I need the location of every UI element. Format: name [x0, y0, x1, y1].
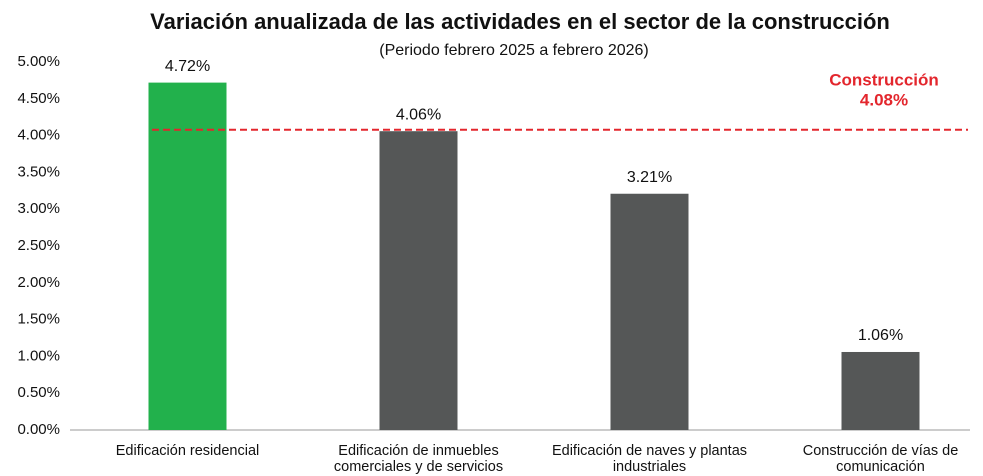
y-tick-label: 0.00% — [17, 421, 60, 438]
value-label: 4.72% — [165, 58, 210, 75]
x-tick-label: Edificación de inmuebles comerciales y d… — [333, 443, 504, 475]
reference-name: Construcción — [829, 70, 939, 89]
bar — [379, 131, 458, 430]
y-tick-label: 3.50% — [17, 163, 60, 180]
y-tick-label: 2.50% — [17, 237, 60, 254]
y-tick-label: 1.50% — [17, 311, 60, 328]
y-tick-label: 1.00% — [17, 347, 60, 364]
x-tick-label: Edificación de naves y plantas industria… — [551, 443, 748, 475]
bar — [841, 351, 920, 430]
y-tick-label: 0.50% — [17, 384, 60, 401]
y-tick-label: 4.50% — [17, 90, 60, 107]
y-tick-label: 5.00% — [17, 53, 60, 70]
y-tick-label: 2.00% — [17, 274, 60, 291]
value-label: 3.21% — [627, 169, 672, 186]
bar — [610, 193, 689, 430]
y-tick-label: 4.00% — [17, 127, 60, 144]
y-tick-label: 3.00% — [17, 200, 60, 217]
chart-title: Variación anualizada de las actividades … — [150, 9, 890, 34]
chart-subtitle: (Periodo febrero 2025 a febrero 2026) — [379, 42, 649, 59]
reference-label: 4.08% — [860, 90, 908, 109]
x-tick-label: Construcción de vías de comunicación — [802, 443, 959, 475]
value-label: 1.06% — [858, 327, 903, 344]
value-label: 4.06% — [396, 106, 441, 123]
bar — [148, 82, 227, 430]
x-tick-label: Edificación residencial — [115, 443, 260, 459]
